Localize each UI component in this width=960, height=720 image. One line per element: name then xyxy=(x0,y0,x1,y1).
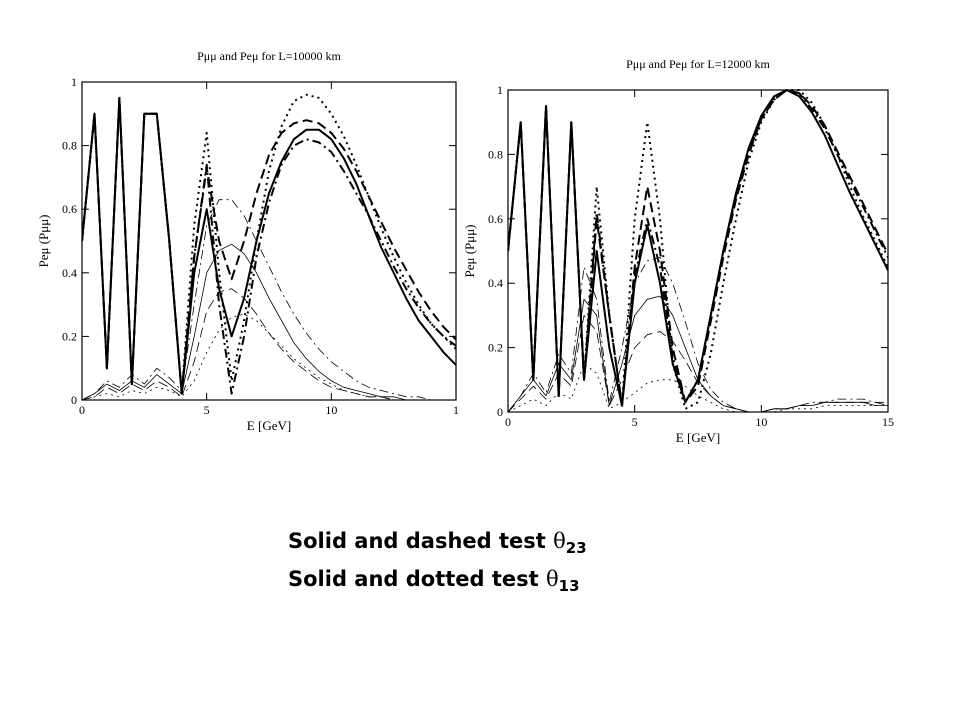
series-line xyxy=(82,243,456,400)
x-tick-label: 1 xyxy=(453,403,459,417)
y-axis-label: Peμ (Pμμ) xyxy=(462,224,477,277)
x-tick-label: 0 xyxy=(79,403,85,417)
x-tick-label: 10 xyxy=(755,415,767,429)
series-line xyxy=(508,315,888,412)
series-line xyxy=(508,89,888,407)
series-line xyxy=(82,96,456,395)
series-line xyxy=(508,89,888,410)
y-tick-label: 0.6 xyxy=(62,202,77,216)
y-tick-label: 1 xyxy=(71,75,77,89)
x-tick-label: 5 xyxy=(632,415,638,429)
plot-frame xyxy=(81,81,457,401)
y-tick-label: 1 xyxy=(497,83,503,97)
plot-frame xyxy=(507,89,889,413)
series-line xyxy=(82,96,456,395)
y-tick-label: 0.2 xyxy=(488,341,503,355)
caption-line: Solid and dashed test θ23 xyxy=(288,529,587,557)
caption-text: Solid and dotted test xyxy=(288,567,546,591)
caption-subscript: 23 xyxy=(566,539,587,557)
series-line xyxy=(508,257,888,412)
caption-symbol: θ xyxy=(546,567,559,591)
chart-title: Pμμ and Peμ for L=12000 km xyxy=(626,57,770,71)
series-line xyxy=(82,288,456,400)
y-tick-label: 0.8 xyxy=(488,147,503,161)
caption-symbol: θ xyxy=(553,529,566,553)
y-axis-label: Peμ (Pμμ) xyxy=(36,214,51,267)
chart-title: Pμμ and Peμ for L=10000 km xyxy=(197,49,341,63)
caption-subscript: 13 xyxy=(559,577,580,595)
y-tick-label: 0 xyxy=(71,393,77,407)
x-axis-label: E [GeV] xyxy=(676,430,720,445)
y-tick-label: 0.4 xyxy=(488,276,503,290)
x-axis-label: E [GeV] xyxy=(247,418,291,433)
y-tick-label: 0.8 xyxy=(62,139,77,153)
y-tick-label: 0.2 xyxy=(62,329,77,343)
x-tick-label: 0 xyxy=(505,415,511,429)
y-tick-label: 0.4 xyxy=(62,266,77,280)
x-tick-label: 10 xyxy=(325,403,337,417)
x-tick-label: 5 xyxy=(204,403,210,417)
y-tick-label: 0 xyxy=(497,405,503,419)
x-tick-label: 15 xyxy=(882,415,894,429)
series-line xyxy=(82,199,456,400)
plot-lines xyxy=(82,93,456,400)
caption-text: Solid and dashed test xyxy=(288,529,553,553)
caption-line: Solid and dotted test θ13 xyxy=(288,567,580,595)
y-tick-label: 0.6 xyxy=(488,212,503,226)
plot-lines xyxy=(508,89,888,412)
